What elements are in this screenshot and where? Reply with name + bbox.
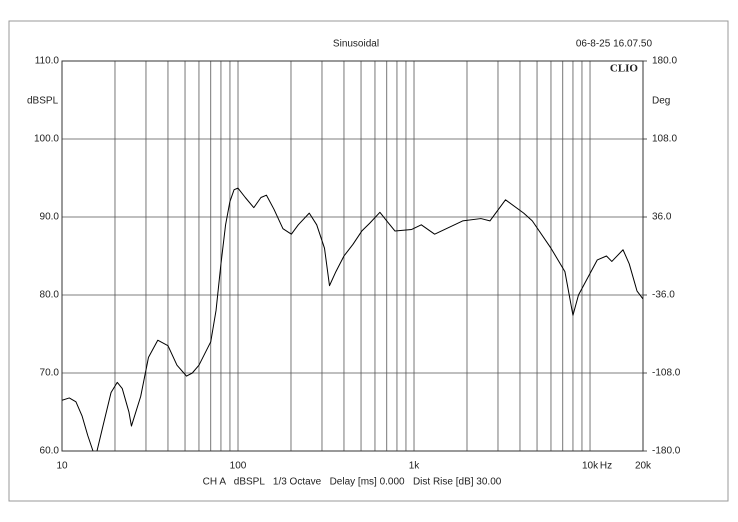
y-tick-label: 90.0: [40, 212, 60, 223]
x-tick-label: 10k: [582, 461, 599, 472]
y2-tick-label: 180.0: [652, 56, 677, 67]
y2-tick-label: -36.0: [652, 290, 675, 301]
logo: CLIO: [610, 63, 639, 75]
y2-tick-label: 36.0: [652, 212, 672, 223]
y-tick-label: 100.0: [34, 134, 59, 145]
x-tick-label: 1k: [409, 461, 421, 472]
y-tick-label: 70.0: [40, 368, 60, 379]
x-tick-label: 10: [56, 461, 68, 472]
x-unit: Hz: [600, 461, 612, 472]
x-tick-label: 20k: [635, 461, 652, 472]
y2-axis-label: Deg: [652, 96, 670, 107]
chart-title: Sinusoidal: [333, 39, 379, 50]
response-line: [62, 187, 643, 451]
x-tick-label: 100: [230, 461, 247, 472]
y-tick-label: 60.0: [40, 446, 60, 457]
frame: [8, 20, 729, 502]
y2-tick-label: 108.0: [652, 134, 677, 145]
y-tick-label: 110.0: [35, 56, 60, 67]
plot-border: [61, 60, 644, 452]
y2-tick-label: -108.0: [652, 368, 681, 379]
y2-tick-label: -180.0: [652, 446, 681, 457]
y-tick-label: 80.0: [40, 290, 60, 301]
timestamp: 06-8-25 16.07.50: [576, 39, 653, 50]
caption: CH A dBSPL 1/3 Octave Delay [ms] 0.000 D…: [203, 477, 502, 488]
y-axis-label: dBSPL: [27, 96, 59, 107]
